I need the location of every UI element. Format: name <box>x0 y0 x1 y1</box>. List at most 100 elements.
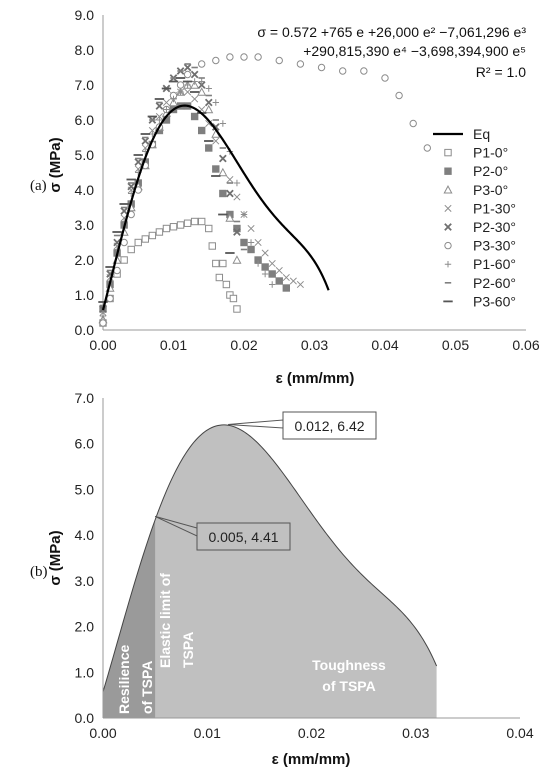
legend-item-Eq: Eq <box>433 126 490 142</box>
data-point <box>222 280 231 289</box>
panel-a-x-tick-label: 0.05 <box>442 337 469 353</box>
panel-a-x-tick-label: 0.06 <box>512 337 539 353</box>
data-point <box>99 312 107 320</box>
data-point <box>191 78 198 85</box>
panel-a-y-axis-label: σ (MPa) <box>47 137 64 192</box>
data-point <box>205 85 212 92</box>
panel-a-x-tick-label: 0.04 <box>371 337 398 353</box>
data-point <box>168 97 179 107</box>
panel-a-y-tick-label: 1.0 <box>75 287 95 303</box>
data-point <box>212 99 219 106</box>
data-point <box>183 70 192 79</box>
data-point <box>212 137 220 145</box>
series-P3-30° <box>99 53 431 327</box>
panel-b-label: (b) <box>30 564 48 580</box>
panel-b-x-tick-label: 0.02 <box>298 725 325 741</box>
panel-a-x-tick-label: 0.01 <box>160 337 187 353</box>
legend-marker <box>443 185 453 194</box>
svg-text:of TSPA: of TSPA <box>322 678 375 694</box>
data-point <box>155 112 163 121</box>
legend-item-P1-30°: P1-30° <box>444 200 516 216</box>
panel-b-y-ticks: 0.0 1.0 2.0 3.0 4.0 5.0 6.0 7.0 <box>75 390 95 726</box>
legend-item-P1-60°: P1-60° <box>444 256 516 272</box>
data-point <box>268 259 276 268</box>
data-point <box>211 123 220 131</box>
panel-b-chart: (b) σ (MPa) ε (mm/mm) 0.0 1.0 2.0 3.0 4.0 5.0… <box>30 390 534 768</box>
data-point <box>148 231 157 240</box>
data-point <box>219 120 227 127</box>
panel-b-y-tick-label: 2.0 <box>75 619 95 635</box>
data-point <box>233 179 241 187</box>
data-point <box>106 294 114 303</box>
fit-curve-eq <box>101 104 330 311</box>
data-point <box>204 104 214 114</box>
data-point <box>148 126 156 135</box>
panel-a-y-tick-label: 2.0 <box>75 252 95 268</box>
data-point <box>198 217 206 226</box>
legend-marker <box>444 223 452 231</box>
panel-b-x-tick-label: 0.04 <box>506 725 533 741</box>
equation-line-2: +290,815,390 e⁴ −3,698,394,900 e⁵ <box>303 43 526 59</box>
data-point <box>99 319 107 327</box>
data-point <box>215 273 224 282</box>
data-point <box>254 53 262 61</box>
data-point <box>176 221 185 229</box>
legend-marker <box>444 167 452 175</box>
legend-label: P2-0° <box>473 163 508 179</box>
svg-text:Resilience: Resilience <box>116 645 132 714</box>
data-point <box>226 189 234 198</box>
panel-b-x-ticks: 0.00 0.01 0.02 0.03 0.04 <box>89 725 533 741</box>
data-point <box>275 266 283 275</box>
peak-callout-box <box>282 411 377 440</box>
legend-item-P1-0°: P1-0° <box>444 145 508 161</box>
panel-b-y-axis-label: σ (MPa) <box>47 530 64 585</box>
data-point <box>229 294 238 303</box>
legend-label: P2-30° <box>473 219 516 235</box>
series-P3-60° <box>98 77 235 303</box>
data-point <box>240 238 248 247</box>
data-point <box>225 213 235 222</box>
legend-marker <box>444 261 452 268</box>
data-point <box>190 217 199 226</box>
panel-a-y-tick-label: 6.0 <box>75 112 95 128</box>
data-point <box>232 255 242 264</box>
legend-label: P1-30° <box>473 200 516 216</box>
data-point <box>261 249 269 257</box>
data-point <box>155 102 164 110</box>
toughness-area <box>103 424 437 718</box>
data-point <box>247 224 255 233</box>
elastic-limit-callout-label: 0.005, 4.41 <box>208 529 278 545</box>
data-point <box>233 193 241 201</box>
data-point <box>183 63 192 72</box>
panel-a-x-tick-label: 0.00 <box>89 337 116 353</box>
legend-label: Eq <box>473 126 490 142</box>
panel-b-x-tick-label: 0.01 <box>194 725 221 741</box>
panel-a-legend: Eq P1-0° P2-0° P3-0° P1-30° P2-30° P3-30° P1-60… <box>433 126 516 309</box>
r-squared-label: R² = 1.0 <box>476 64 526 80</box>
legend-label: P3-60° <box>473 293 516 309</box>
data-point <box>219 154 227 163</box>
data-point <box>219 259 227 268</box>
panel-b-y-tick-label: 5.0 <box>75 481 95 497</box>
data-point <box>120 207 128 215</box>
data-point <box>141 137 150 145</box>
data-point <box>197 87 207 96</box>
data-point <box>240 211 248 218</box>
data-point <box>205 144 213 152</box>
data-point <box>134 238 142 247</box>
legend-label: P1-0° <box>473 145 508 161</box>
data-point <box>395 91 403 100</box>
peak-callout-pointer <box>228 419 284 429</box>
equation-line-1: σ = 0.572 +765 e +26,000 e² −7,061,296 e… <box>257 24 526 40</box>
data-point <box>191 95 199 103</box>
panel-a-y-tick-label: 5.0 <box>75 147 95 163</box>
data-point <box>162 98 171 107</box>
panel-a-x-tick-label: 0.02 <box>230 337 257 353</box>
data-point <box>360 67 368 75</box>
data-point <box>268 270 276 278</box>
panel-a-y-tick-label: 9.0 <box>75 7 95 23</box>
legend-label: P3-0° <box>473 182 508 198</box>
data-point <box>205 119 213 128</box>
data-point <box>184 81 191 89</box>
data-point <box>163 106 170 113</box>
